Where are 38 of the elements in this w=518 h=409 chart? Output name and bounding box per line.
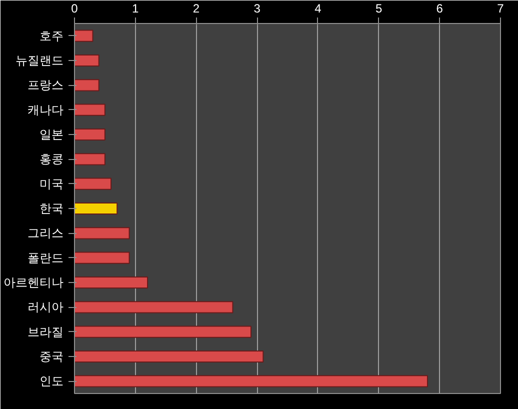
bar [74, 326, 252, 338]
y-tick-label: 그리스 [28, 226, 64, 240]
y-tick-label: 아르헨티나 [4, 276, 64, 290]
x-tick-label: 4 [314, 2, 322, 16]
bar [74, 79, 100, 92]
bar [74, 375, 428, 388]
bar [74, 104, 106, 116]
x-tick-label: 2 [192, 2, 200, 16]
bar [74, 227, 130, 240]
y-tick-label: 일본 [40, 128, 64, 142]
x-tick-label: 3 [254, 2, 261, 16]
bar [74, 128, 106, 141]
y-tick-label: 러시아 [28, 300, 64, 314]
y-tick-label: 한국 [40, 202, 64, 216]
y-tick-label: 캐나다 [28, 102, 64, 117]
y-tick-label: 뉴질랜드 [16, 54, 64, 68]
y-tick-label: 인도 [40, 374, 64, 388]
bar [74, 301, 234, 314]
x-tick-label: 6 [436, 2, 444, 16]
y-tick-label: 폴란드 [28, 250, 64, 265]
bar [74, 178, 112, 190]
bar [74, 252, 130, 264]
bar [74, 350, 264, 363]
bar [74, 202, 118, 215]
bar [74, 153, 106, 166]
x-tick-label: 1 [132, 2, 140, 16]
x-tick-label: 7 [497, 2, 504, 16]
bar [74, 276, 148, 289]
y-tick-label: 중국 [40, 350, 64, 364]
y-tick-label: 브라질 [28, 324, 64, 339]
y-tick-label: 미국 [40, 176, 64, 191]
bar [74, 30, 94, 42]
x-tick-label: 0 [71, 2, 78, 16]
y-tick-label: 홍콩 [40, 152, 64, 166]
x-tick-label: 5 [375, 2, 382, 16]
y-tick-label: 호주 [40, 28, 64, 43]
y-tick-label: 프랑스 [28, 78, 64, 92]
bar [74, 54, 100, 67]
